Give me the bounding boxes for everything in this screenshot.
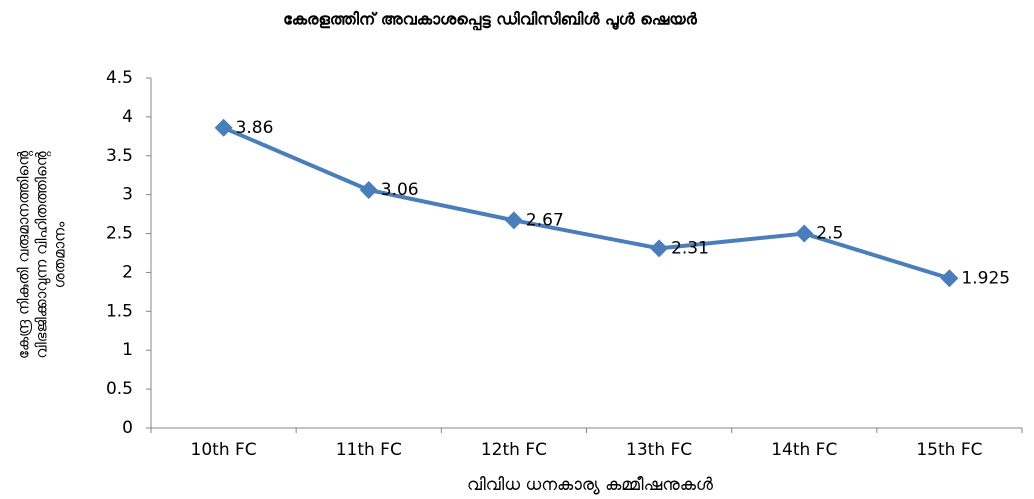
y-tick-label: 3.5 [106, 146, 133, 166]
y-tick-label: 2 [122, 262, 133, 282]
y-tick-label: 0.5 [106, 379, 133, 399]
data-label: 3.86 [236, 118, 274, 138]
y-tick-label: 1.5 [106, 301, 133, 321]
y-axis-label-line: കേന്ദ്ര നികുതി വരുമാനത്തിന്റെ [15, 151, 34, 359]
x-tick-label: 15th FC [916, 440, 982, 460]
y-tick-label: 2.5 [106, 224, 133, 244]
x-tick-label: 13th FC [626, 440, 692, 460]
chart-title: കേരളത്തിന് അവകാശപ്പെട്ട ഡിവിസിബിൾ പൂൾ ഷെ… [283, 10, 697, 32]
point-marker [359, 181, 378, 199]
point-marker [795, 224, 814, 243]
point-marker [650, 239, 669, 258]
y-tick-label: 4 [122, 107, 133, 127]
y-axis-label: കേന്ദ്ര നികുതി വരുമാനത്തിന്റെ വിഭജിക്കാവ… [15, 151, 69, 359]
x-axis-label: വിവിധ ധനകാര്യ കമ്മീഷനുകൾ [467, 475, 714, 495]
data-label: 2.67 [526, 210, 564, 230]
y-tick-label: 3 [122, 185, 133, 205]
data-label: 3.06 [381, 180, 419, 200]
y-axis-label-line: ശതമാനം [51, 221, 69, 288]
y-axis-label-line: വിഭജിക്കാവുന്ന വിഹിതത്തിന്റെ [33, 151, 52, 358]
y-tick-label: 1 [122, 340, 133, 360]
x-tick-label: 14th FC [771, 440, 837, 460]
x-tick-label: 11th FC [336, 440, 402, 460]
point-marker [504, 211, 523, 230]
y-tick-label: 4.5 [106, 68, 133, 88]
data-label: 2.31 [671, 238, 709, 258]
data-label: 1.925 [961, 268, 1010, 288]
point-marker [214, 118, 233, 137]
series-line [222, 125, 951, 281]
x-tick-label: 12th FC [481, 440, 547, 460]
x-tick-label: 10th FC [191, 440, 257, 460]
point-marker [940, 269, 959, 288]
data-label: 2.5 [816, 224, 843, 244]
y-tick-label: 0 [122, 418, 133, 438]
